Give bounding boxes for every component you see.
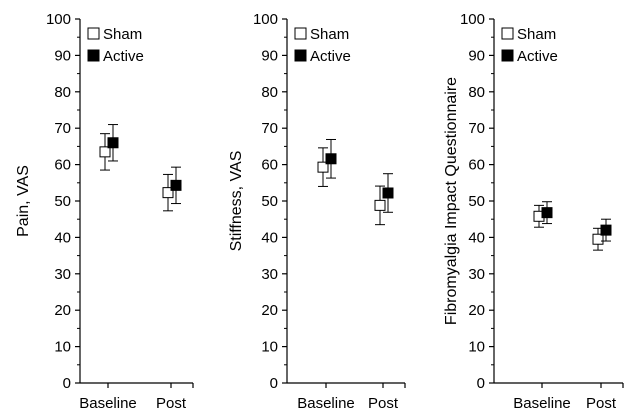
y-tick-label: 90 bbox=[54, 47, 71, 64]
y-tick-label: 80 bbox=[261, 84, 278, 101]
y-axis-title: Fibromyalgia Impact Questionnaire bbox=[443, 77, 460, 325]
legend-label: Sham bbox=[103, 26, 142, 43]
y-tick-label: 60 bbox=[261, 157, 278, 174]
x-tick-label: Baseline bbox=[297, 395, 355, 412]
legend-marker-sham bbox=[501, 27, 514, 40]
y-tick-label: 30 bbox=[261, 266, 278, 283]
y-tick-label: 100 bbox=[460, 11, 485, 28]
active-point bbox=[325, 153, 337, 165]
chart-1: 0 10 20 30 40 50 60 70 80 90 100 Baseline Post Pain, … bbox=[15, 11, 194, 412]
y-axis-title: Stiffness, VAS bbox=[228, 151, 245, 252]
sham-point bbox=[374, 199, 386, 211]
sham-point bbox=[592, 233, 604, 245]
y-tick-label: 50 bbox=[468, 193, 485, 210]
sham-point bbox=[99, 146, 111, 158]
x-tick-label: Post bbox=[156, 395, 187, 412]
y-tick-label: 100 bbox=[46, 11, 71, 28]
legend-label: Active bbox=[103, 48, 144, 65]
y-tick-label: 50 bbox=[261, 193, 278, 210]
sham-point bbox=[317, 161, 329, 173]
y-tick-label: 60 bbox=[54, 157, 71, 174]
legend-marker-active bbox=[87, 49, 100, 62]
legend-marker-sham bbox=[294, 27, 307, 40]
y-tick-label: 10 bbox=[54, 339, 71, 356]
y-axis-title: Pain, VAS bbox=[15, 165, 32, 237]
y-tick-label: 80 bbox=[54, 84, 71, 101]
chart-2: 0 10 20 30 40 50 60 70 80 90 100 Baseline Post Stiffn… bbox=[228, 11, 406, 412]
y-tick-label: 10 bbox=[468, 339, 485, 356]
x-tick-label: Post bbox=[586, 395, 617, 412]
y-tick-label: 70 bbox=[54, 120, 71, 137]
y-tick-label: 40 bbox=[54, 229, 71, 246]
y-tick-label: 30 bbox=[468, 266, 485, 283]
y-tick-label: 0 bbox=[270, 375, 278, 392]
y-tick-label: 0 bbox=[63, 375, 71, 392]
legend-marker-sham bbox=[87, 27, 100, 40]
y-tick-label: 90 bbox=[261, 47, 278, 64]
y-tick-label: 70 bbox=[261, 120, 278, 137]
x-tick-label: Baseline bbox=[513, 395, 571, 412]
y-tick-label: 0 bbox=[477, 375, 485, 392]
y-tick-label: 90 bbox=[468, 47, 485, 64]
y-tick-label: 30 bbox=[54, 266, 71, 283]
y-tick-label: 70 bbox=[468, 120, 485, 137]
y-tick-label: 20 bbox=[468, 302, 485, 319]
y-tick-label: 40 bbox=[261, 229, 278, 246]
sham-point bbox=[162, 187, 174, 199]
y-tick-label: 50 bbox=[54, 193, 71, 210]
active-point bbox=[541, 207, 553, 219]
x-tick-label: Baseline bbox=[79, 395, 137, 412]
legend-label: Active bbox=[310, 48, 351, 65]
x-tick-label: Post bbox=[368, 395, 399, 412]
legend-label: Sham bbox=[517, 26, 556, 43]
y-tick-label: 80 bbox=[468, 84, 485, 101]
active-point bbox=[600, 224, 612, 236]
legend-marker-active bbox=[501, 49, 514, 62]
y-tick-label: 20 bbox=[261, 302, 278, 319]
y-tick-label: 60 bbox=[468, 157, 485, 174]
legend-label: Sham bbox=[310, 26, 349, 43]
active-point bbox=[170, 179, 182, 191]
y-tick-label: 20 bbox=[54, 302, 71, 319]
active-point bbox=[382, 187, 394, 199]
y-tick-label: 40 bbox=[468, 229, 485, 246]
legend-label: Active bbox=[517, 48, 558, 65]
chart-3: 0 10 20 30 40 50 60 70 80 90 100 Baseline Post Fibrom… bbox=[443, 11, 624, 412]
y-tick-label: 100 bbox=[253, 11, 278, 28]
y-tick-label: 10 bbox=[261, 339, 278, 356]
legend-marker-active bbox=[294, 49, 307, 62]
active-point bbox=[107, 137, 119, 149]
